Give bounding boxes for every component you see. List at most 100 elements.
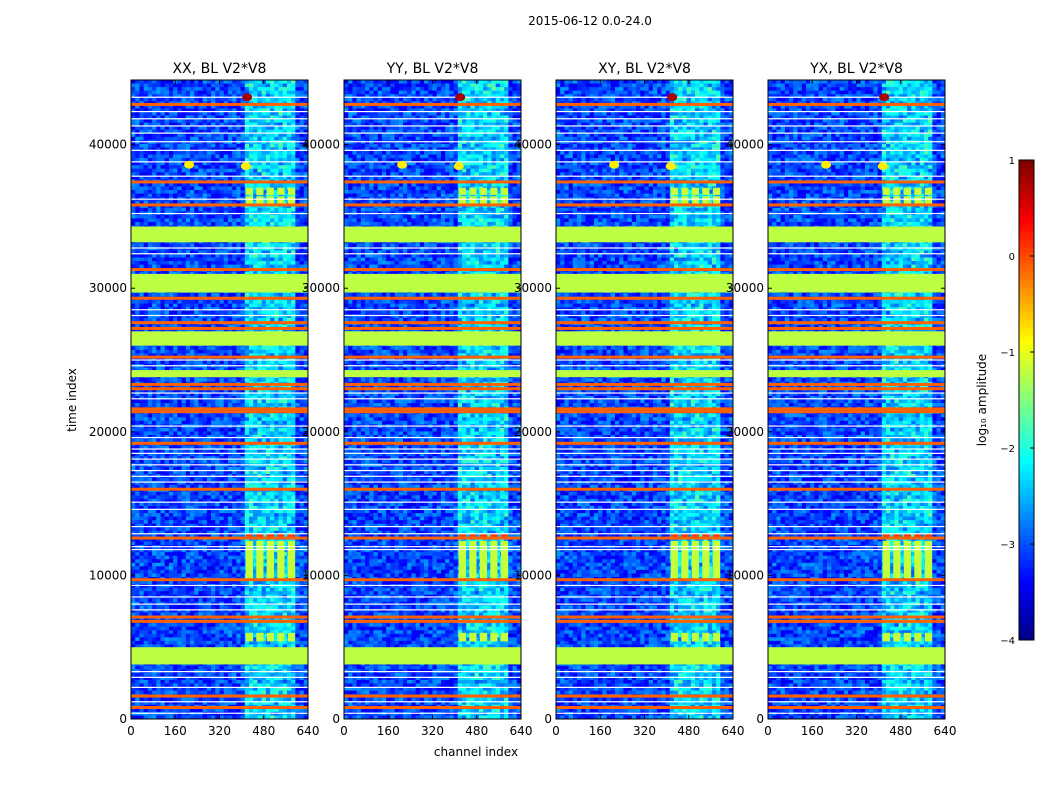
band-orange — [344, 578, 521, 581]
y-tick-label: 20000 — [514, 425, 552, 439]
band-white — [556, 526, 733, 527]
band-white — [768, 596, 945, 597]
band-white — [556, 437, 733, 438]
band-white — [768, 476, 945, 477]
band-white — [344, 359, 521, 360]
y-tick-label: 40000 — [302, 138, 340, 152]
band-orange — [131, 383, 308, 386]
band-white — [556, 502, 733, 503]
band-white — [344, 458, 521, 459]
band-orange — [131, 442, 308, 445]
x-tick-label: 320 — [633, 724, 656, 738]
band-white — [556, 247, 733, 248]
band-green — [556, 370, 733, 377]
x-tick-label: 160 — [801, 724, 824, 738]
band-orange — [131, 268, 308, 271]
band-white — [768, 585, 945, 586]
rfi-block — [277, 633, 284, 642]
y-tick-label: 20000 — [726, 425, 764, 439]
band-orange — [556, 103, 733, 106]
band-green — [131, 647, 308, 664]
band-orange — [768, 321, 945, 324]
bright-spot — [455, 93, 465, 101]
rfi-block — [925, 633, 932, 642]
band-orange — [131, 203, 308, 206]
y-tick-label: 10000 — [89, 568, 127, 582]
band-white — [131, 392, 308, 393]
band-white — [344, 596, 521, 597]
band-white — [131, 213, 308, 214]
x-axis-label: channel index — [434, 745, 518, 759]
band-green — [131, 331, 308, 345]
band-white — [344, 701, 521, 702]
x-tick-label: 0 — [764, 724, 772, 738]
band-green — [556, 274, 733, 293]
rfi-block — [288, 633, 295, 642]
band-green — [344, 370, 521, 377]
band-white — [344, 133, 521, 134]
band-white — [556, 549, 733, 550]
band-white — [131, 596, 308, 597]
band-white — [131, 309, 308, 310]
band-white — [131, 253, 308, 254]
band-white — [556, 701, 733, 702]
band-green — [768, 370, 945, 377]
band-white — [556, 481, 733, 482]
band-orange — [344, 383, 521, 386]
bright-spot — [454, 162, 464, 170]
rfi-block — [277, 188, 284, 195]
bright-spot — [241, 162, 251, 170]
band-white — [556, 671, 733, 672]
band-white — [768, 453, 945, 454]
band-white — [131, 481, 308, 482]
band-white — [768, 549, 945, 550]
band-white — [768, 448, 945, 449]
band-white — [768, 133, 945, 134]
band-orange — [768, 537, 945, 540]
band-orange — [131, 297, 308, 300]
band-white — [131, 97, 308, 98]
band-green — [768, 226, 945, 242]
bright-spot — [821, 161, 831, 169]
figure-title: 2015-06-12 0.0-24.0 — [0, 14, 1050, 28]
band-orange — [131, 103, 308, 106]
band-orange — [344, 103, 521, 106]
band-green — [768, 331, 945, 345]
rfi-block — [713, 633, 720, 642]
band-white — [768, 437, 945, 438]
band-orange — [131, 578, 308, 581]
rfi-block — [893, 188, 900, 195]
heatmap-panel-4: YX, BL V2*V80 160 320 480 640010000200003000… — [726, 61, 957, 738]
rfi-block — [671, 188, 678, 195]
band-white — [344, 398, 521, 399]
band-white — [768, 526, 945, 527]
band-white — [556, 365, 733, 366]
bright-spot — [878, 162, 888, 170]
band-white — [344, 464, 521, 465]
band-white — [344, 509, 521, 510]
rfi-block — [256, 633, 263, 642]
band-white — [131, 247, 308, 248]
band-white — [556, 392, 733, 393]
x-tick-label: 640 — [934, 724, 957, 738]
band-white — [556, 687, 733, 688]
band-orange — [131, 616, 308, 619]
x-tick-label: 160 — [589, 724, 612, 738]
band-white — [556, 458, 733, 459]
band-white — [556, 359, 733, 360]
y-tick-label: 30000 — [302, 281, 340, 295]
band-orange — [556, 410, 733, 413]
band-white — [556, 150, 733, 151]
x-tick-label: 320 — [421, 724, 444, 738]
band-orange — [344, 268, 521, 271]
band-orange — [344, 616, 521, 619]
band-white — [344, 118, 521, 119]
bright-spot — [184, 161, 194, 169]
y-tick-label: 30000 — [514, 281, 552, 295]
band-white — [556, 596, 733, 597]
band-orange — [556, 321, 733, 324]
band-white — [131, 533, 308, 534]
y-tick-label: 10000 — [726, 568, 764, 582]
band-orange — [556, 407, 733, 410]
